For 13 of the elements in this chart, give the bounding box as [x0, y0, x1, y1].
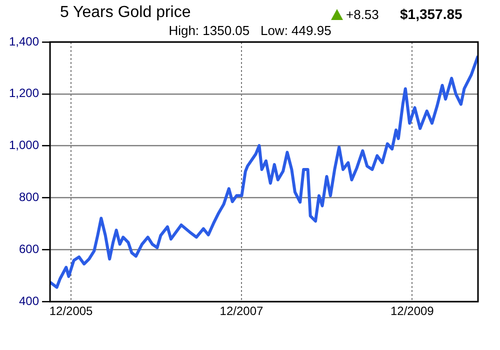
- y-tick-label: 400: [19, 294, 40, 308]
- y-tick-label: 1,400: [9, 34, 40, 48]
- x-tick-label: 12/2007: [220, 304, 264, 318]
- x-tick-label: 12/2005: [49, 304, 94, 318]
- chart-title: 5 Years Gold price: [60, 4, 191, 22]
- y-tick-label: 600: [19, 242, 40, 256]
- x-tick-label: 12/2009: [390, 304, 434, 318]
- chart-subtitle: High: 1350.05 Low: 449.95: [168, 23, 332, 38]
- text: +8.53: [346, 7, 379, 22]
- y-tick-label: 1,200: [9, 86, 40, 100]
- y-tick-label: 1,000: [9, 138, 40, 152]
- text: $1,357.85: [400, 6, 462, 22]
- y-tick-label: 800: [19, 190, 40, 204]
